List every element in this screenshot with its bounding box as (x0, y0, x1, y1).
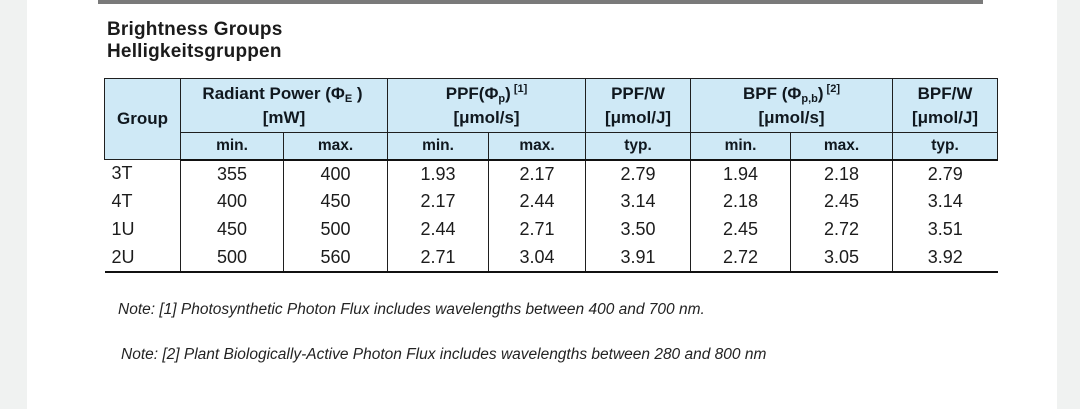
table-row-2u: 2U 500 560 2.71 3.04 3.91 2.72 3.05 3.92 (104, 243, 998, 273)
section-title-de: Helligkeitsgruppen (107, 40, 282, 62)
cell-value: 2.45 (690, 215, 791, 244)
table-row-4t: 4T 400 450 2.17 2.44 3.14 2.18 2.45 3.14 (104, 187, 998, 216)
cell-value: 3.14 (892, 187, 998, 216)
cell-value: 500 (180, 243, 284, 273)
subheader-rp-min: min. (180, 132, 284, 161)
cell-value: 560 (283, 243, 388, 273)
footnote-1: Note: [1] Photosynthetic Photon Flux inc… (118, 301, 705, 318)
column-header-radiant-power: Radiant Power (ΦE ) [mW] (180, 78, 388, 133)
column-header-ppf: PPF(Φp) [1] [μmol/s] (386, 78, 587, 133)
cell-value: 2.45 (790, 187, 893, 216)
subheader-ppf-max: max. (487, 132, 587, 161)
cell-value: 2.18 (690, 187, 791, 216)
cell-value: 400 (283, 159, 388, 188)
table-row-3t: 3T 355 400 1.93 2.17 2.79 1.94 2.18 2.79 (104, 159, 998, 188)
cell-value: 2.17 (487, 159, 586, 188)
cell-value: 2.79 (585, 159, 691, 188)
cell-value: 400 (180, 187, 284, 216)
cell-value: 3.50 (585, 215, 691, 244)
cell-group: 4T (104, 187, 181, 216)
left-gutter (0, 0, 27, 409)
cell-value: 2.44 (487, 187, 586, 216)
cell-value: 500 (283, 215, 388, 244)
cell-value: 2.44 (387, 215, 489, 244)
cell-value: 1.93 (387, 159, 489, 188)
footnotes: Note: [1] Photosynthetic Photon Flux inc… (118, 301, 766, 364)
cell-value: 3.91 (585, 243, 691, 273)
section-title-en: Brightness Groups (107, 19, 283, 40)
table-row-1u: 1U 450 500 2.44 2.71 3.50 2.45 2.72 3.51 (104, 215, 998, 244)
cell-value: 1.94 (690, 159, 791, 188)
cell-value: 450 (283, 187, 388, 216)
subheader-ppfw-typ: typ. (585, 132, 692, 161)
cell-value: 355 (180, 159, 284, 188)
cell-value: 3.04 (487, 243, 586, 273)
column-header-group: Group (104, 78, 181, 160)
cell-group: 3T (104, 159, 181, 188)
ppf-per-w-unit: [μmol/J] (604, 107, 672, 127)
cell-value: 2.72 (690, 243, 791, 273)
column-header-group-label: Group (117, 109, 168, 128)
cell-value: 3.05 (790, 243, 893, 273)
section-title: Brightness Groups Helligkeitsgruppen (107, 19, 282, 62)
cell-value: 3.51 (892, 215, 998, 244)
subheader-bpf-max: max. (790, 132, 894, 161)
subheader-rp-max: max. (283, 132, 388, 161)
cell-value: 2.79 (892, 159, 998, 188)
brightness-groups-table: Group Radiant Power (ΦE ) [mW] PPF(Φp) [1… (104, 78, 999, 273)
footnote-2: Note: [2] Plant Biologically-Active Phot… (121, 346, 767, 363)
subheader-bpf-min: min. (690, 132, 792, 161)
bpf-per-w-unit: [μmol/J] (911, 107, 979, 127)
cell-value: 2.17 (387, 187, 489, 216)
ppf-per-w-name: PPF/W (611, 83, 665, 103)
cell-value: 2.72 (790, 215, 893, 244)
cell-value: 3.14 (585, 187, 691, 216)
right-gutter (1057, 0, 1080, 409)
cell-group: 1U (104, 215, 181, 244)
column-header-bpf: BPF (Φp,b) [2] [μmol/s] (690, 78, 894, 133)
subheader-bpfw-typ: typ. (892, 132, 999, 161)
ppf-unit: [μmol/s] (453, 107, 520, 127)
subheader-ppf-min: min. (387, 132, 489, 161)
radiant-power-unit: [mW] (262, 107, 306, 127)
cell-value: 450 (180, 215, 284, 244)
bpf-unit: [μmol/s] (758, 107, 825, 127)
bpf-per-w-name: BPF/W (917, 83, 973, 103)
top-divider-rule (98, 0, 983, 4)
ppf-name: PPF(Φp) [1] (445, 82, 528, 105)
column-header-bpf-per-w: BPF/W [μmol/J] (892, 78, 999, 133)
cell-group: 2U (104, 243, 181, 273)
radiant-power-name: Radiant Power (ΦE ) (202, 83, 363, 105)
cell-value: 2.71 (387, 243, 489, 273)
column-header-ppf-per-w: PPF/W [μmol/J] (585, 78, 692, 133)
cell-value: 2.71 (487, 215, 586, 244)
cell-value: 2.18 (790, 159, 893, 188)
bpf-name: BPF (Φp,b) [2] (743, 82, 840, 105)
cell-value: 3.92 (892, 243, 998, 273)
